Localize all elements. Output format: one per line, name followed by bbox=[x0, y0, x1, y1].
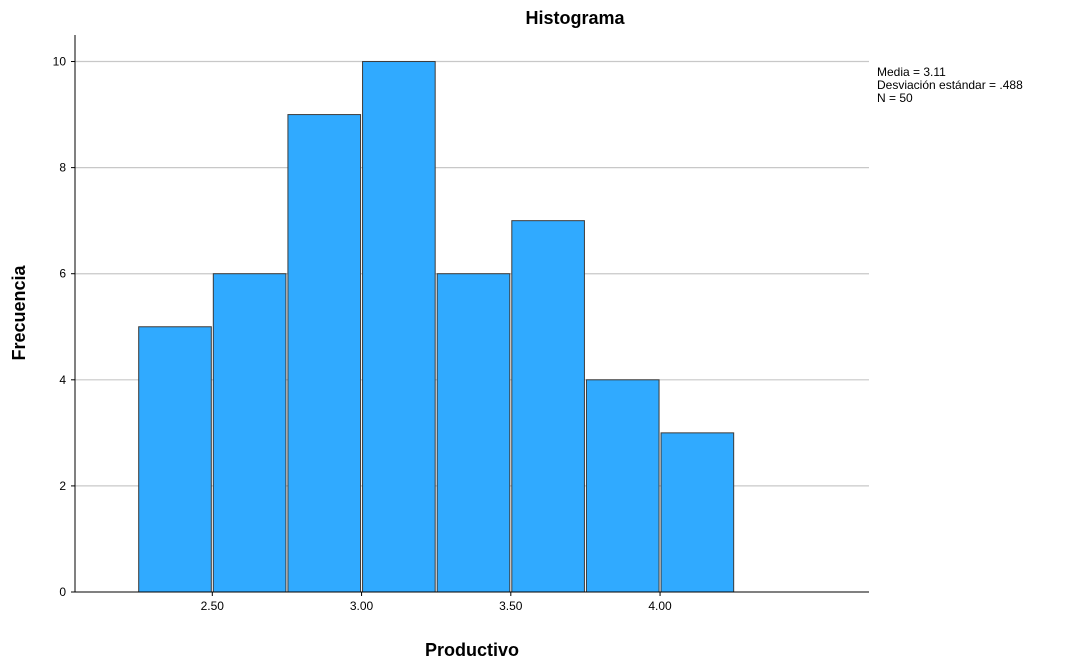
histogram-bar bbox=[362, 61, 436, 593]
y-tick-label: 2 bbox=[59, 479, 66, 493]
y-tick-label: 4 bbox=[59, 373, 66, 387]
x-tick-label: 3.00 bbox=[350, 599, 374, 613]
y-tick-label: 6 bbox=[59, 267, 66, 281]
x-tick-label: 2.50 bbox=[201, 599, 225, 613]
stat-media: Media = 3.11 bbox=[877, 65, 946, 79]
chart-title: Histograma bbox=[525, 8, 625, 28]
x-tick-label: 4.00 bbox=[648, 599, 672, 613]
bars bbox=[138, 61, 735, 593]
histogram-bar bbox=[585, 379, 660, 593]
y-tick-label: 8 bbox=[59, 161, 66, 175]
histogram-bar bbox=[212, 273, 287, 593]
stats-box: Media = 3.11 Desviación estándar = .488 … bbox=[877, 65, 1023, 105]
histogram-bar bbox=[436, 273, 511, 593]
x-tick-label: 3.50 bbox=[499, 599, 523, 613]
histogram-bar bbox=[660, 432, 735, 593]
y-tick-labels: 0 2 4 6 8 10 bbox=[53, 55, 75, 599]
stat-n: N = 50 bbox=[877, 91, 913, 105]
y-tick-label: 0 bbox=[59, 585, 66, 599]
histogram-bar bbox=[511, 220, 585, 593]
x-tick-labels: 2.50 3.00 3.50 4.00 bbox=[201, 592, 672, 613]
histogram-bar bbox=[138, 326, 212, 593]
x-axis-title: Productivo bbox=[425, 640, 519, 659]
y-tick-label: 10 bbox=[53, 55, 67, 69]
histogram-bar bbox=[287, 114, 362, 593]
y-axis-title: Frecuencia bbox=[9, 264, 29, 360]
stat-desviacion: Desviación estándar = .488 bbox=[877, 78, 1023, 92]
